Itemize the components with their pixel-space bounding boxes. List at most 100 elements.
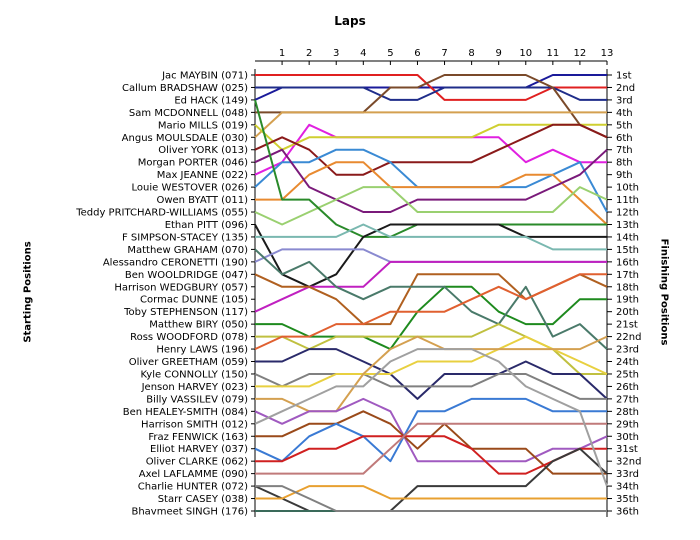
rider-series-line [255,435,607,475]
starting-position-label: Max JEANNE (022) [157,170,248,181]
x-tick-label: 1 [279,48,285,59]
x-tick-label: 5 [387,48,393,59]
rider-series-line [254,260,607,313]
finishing-position-label: 24th [616,357,639,368]
starting-position-label: Morgan PORTER (046) [138,158,248,169]
starting-position-label: Ross WOODFORD (078) [130,332,248,343]
rider-series-line [254,248,608,350]
starting-position-label: Matthew GRAHAM (070) [127,245,248,256]
finishing-position-label: 7th [616,145,633,156]
starting-position-label: Toby STEPHENSON (117) [123,307,248,318]
finishing-position-label: 28th [616,407,639,418]
finishing-position-label: 21st [616,320,638,331]
finishing-position-label: 35th [616,494,639,505]
rider-series-line [255,410,607,475]
finishing-position-label: 6th [616,133,633,144]
finishing-position-label: 27th [616,394,639,405]
x-tick-label: 10 [519,48,532,59]
finishing-position-label: 17th [616,270,639,281]
finishing-position-label: 9th [616,170,633,181]
x-tick-label: 4 [360,48,366,59]
rider-series-line [254,186,608,226]
finishing-position-label: 15th [616,245,639,256]
rider-series-line [255,422,607,475]
finishing-position-label: 3rd [616,95,633,106]
finishing-position-label: 20th [616,307,639,318]
x-tick-label: 6 [414,48,420,59]
chart-title: Laps [334,14,366,28]
finishing-position-label: 14th [616,232,639,243]
rider-series-line [254,123,608,176]
starting-position-label: Oliver CLARKE (062) [146,457,248,468]
starting-position-label: Jenson HARVEY (023) [141,382,248,393]
rider-series-line [254,348,608,487]
starting-position-label: Axel LAFLAMME (090) [139,469,248,480]
starting-position-label: Oliver GREETHAM (059) [129,357,248,368]
starting-position-label: Matthew BIRY (050) [149,320,248,331]
starting-position-label: Ben WOOLDRIDGE (047) [125,270,248,281]
rider-series-line [255,86,607,101]
finishing-position-label: 5th [616,120,633,131]
starting-position-label: Ethan PITT (096) [165,220,248,231]
starting-position-label: Cormac DUNNE (105) [140,295,248,306]
x-tick-label: 7 [441,48,447,59]
starting-position-label: Fraz FENWICK (163) [148,432,248,443]
x-tick-label: 9 [496,48,502,59]
starting-position-label: Oliver YORK (013) [158,145,248,156]
rider-series-line [254,148,608,213]
rider-series-line [254,111,607,139]
finishing-position-label: 26th [616,382,639,393]
finishing-position-label: 16th [616,257,639,268]
starting-position-label: Mario MILLS (019) [158,120,248,131]
starting-position-label: Kyle CONNOLLY (150) [140,369,248,380]
finishing-position-label: 11th [616,195,639,206]
finishing-position-label: 4th [616,108,633,119]
finishing-position-label: 30th [616,432,639,443]
finishing-position-label: 29th [616,419,639,430]
starting-position-label: F SIMPSON-STACEY (135) [122,232,248,243]
starting-position-label: Angus MOULSDALE (030) [122,133,248,144]
rider-series-line [255,485,607,512]
starting-position-label: Henry LAWS (196) [156,345,248,356]
rider-series-line [254,99,607,238]
starting-position-label: Starr CASEY (038) [158,494,248,505]
finishing-position-label: 33rd [616,469,639,480]
starting-position-label: Alessandro CERONETTI (190) [103,257,248,268]
finishing-position-label: 31st [616,444,638,455]
x-tick-label: 3 [333,48,339,59]
finishing-position-label: 8th [616,158,633,169]
x-tick-label: 12 [574,48,587,59]
finishing-position-label: 36th [616,507,639,518]
rider-series-line [255,485,607,500]
rider-series-line [255,285,607,351]
rider-series-line [254,373,607,400]
rider-series-line [254,397,608,463]
rider-series-line [255,223,607,251]
finishing-position-label: 23rd [616,345,639,356]
rider-series-line [254,148,608,213]
finishing-position-label: 25th [616,369,639,380]
starting-position-label: Harrison WEDGBURY (057) [114,282,248,293]
starting-position-label: Jac MAYBIN (071) [161,71,248,82]
finishing-position-label: 13th [616,220,639,231]
rider-series-line [255,74,607,101]
rider-series-line [255,335,608,388]
starting-position-label: Ben HEALEY-SMITH (084) [123,407,248,418]
rider-series-line [254,223,607,288]
x-tick-label: 11 [546,48,559,59]
rider-series-line [254,123,607,151]
finishing-position-label: 32nd [616,457,641,468]
finishing-position-label: 12th [616,208,639,219]
starting-position-label: Callum BRADSHAW (025) [122,83,248,94]
rider-series-line [254,447,608,512]
starting-position-label: Elliot HARVEY (037) [150,444,248,455]
starting-position-label: Sam MCDONNELL (048) [129,108,248,119]
finishing-position-label: 1st [616,71,632,82]
starting-position-label: Teddy PRITCHARD-WILLIAMS (055) [75,208,248,219]
finishing-position-label: 10th [616,183,639,194]
x-tick-label: 8 [468,48,474,59]
rider-series-line [254,273,607,351]
rider-series-line [255,161,608,226]
finishing-position-label: 2nd [616,83,635,94]
